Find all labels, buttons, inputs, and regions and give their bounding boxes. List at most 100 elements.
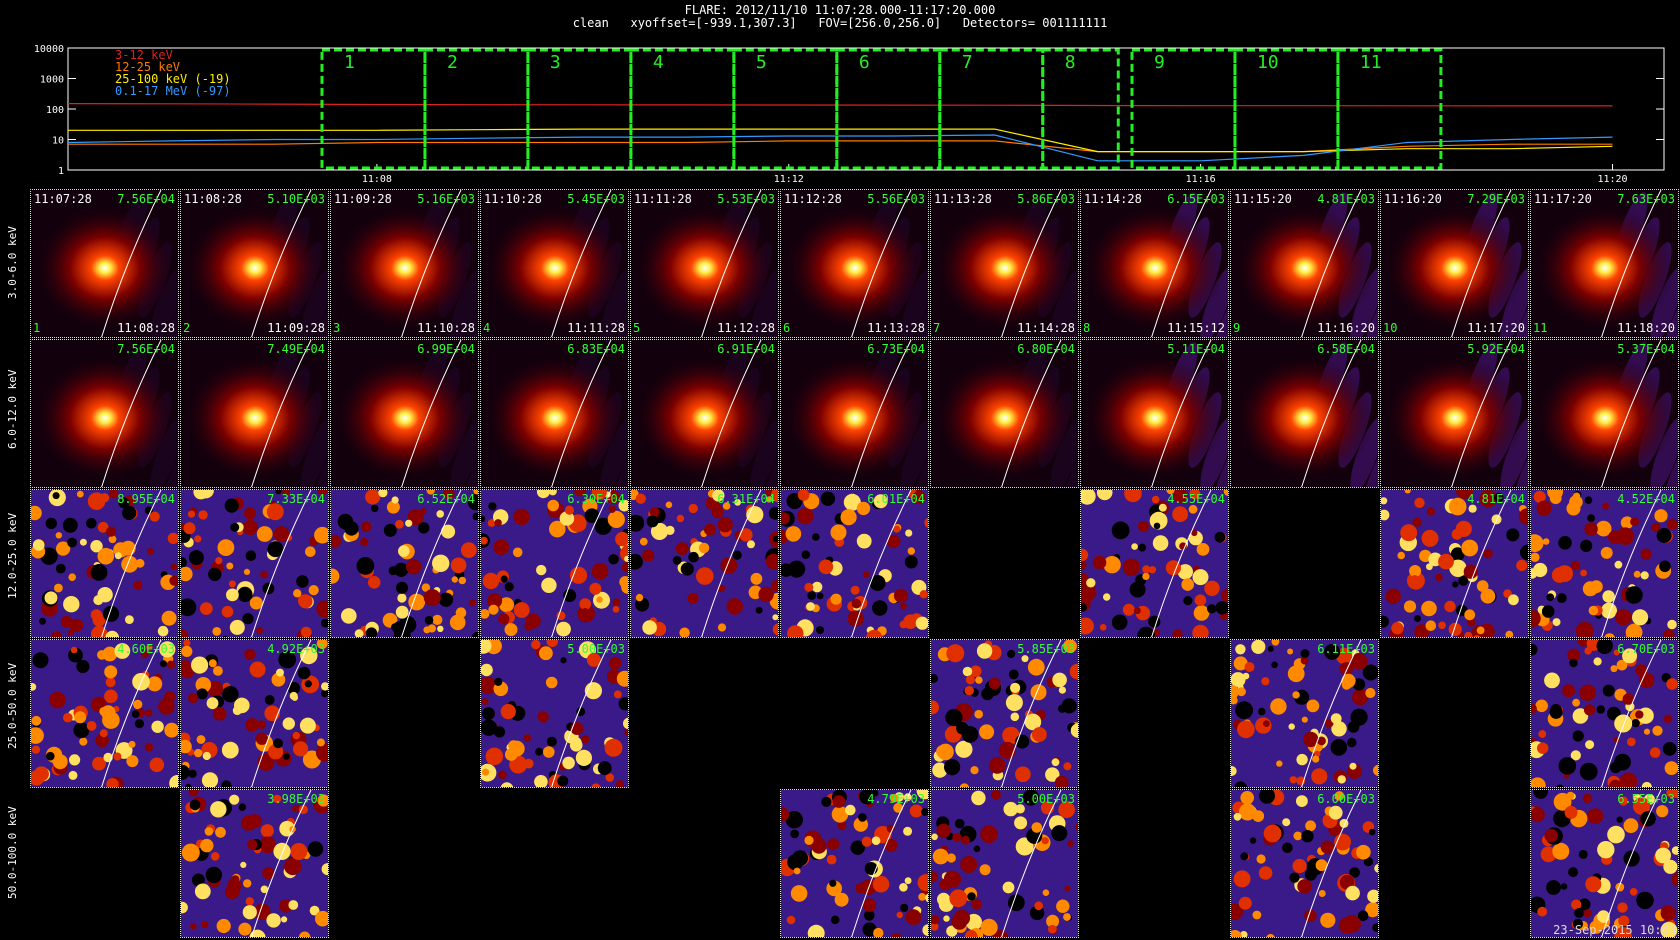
y-tick-label: 1000 xyxy=(40,75,64,86)
tile-peak-value: 6.99E+04 xyxy=(417,342,475,356)
tile-end-time: 11:12:28 xyxy=(717,321,775,335)
legend-entry: 0.1-17 MeV (-97) xyxy=(115,84,231,98)
tile-peak-value: 4.81E+04 xyxy=(1467,492,1525,506)
tile-end-time: 11:17:20 xyxy=(1467,321,1525,335)
tile-index: 11 xyxy=(1533,321,1548,335)
image-tile: 6.15E+03 11:14:28 11:15:12 8 xyxy=(1080,189,1229,338)
lightcurve-plot: 10000 1000 100 10 1 11:08 11:12 11:16 11:20 3-12 … xyxy=(34,44,1665,185)
tile-peak-value: 7.56E+04 xyxy=(117,342,175,356)
tile-start-time: 11:09:28 xyxy=(334,192,392,206)
image-tile: 6.58E+04 xyxy=(1230,339,1379,488)
tile-peak-value: 3.98E+03 xyxy=(267,792,325,806)
tile-peak-value: 5.86E+03 xyxy=(1017,192,1075,206)
image-map xyxy=(181,790,328,937)
image-map xyxy=(1231,190,1378,337)
image-tile: 5.45E+03 11:10:28 11:11:28 4 xyxy=(480,189,629,338)
image-map xyxy=(331,490,478,637)
image-map xyxy=(1531,190,1678,337)
tile-index: 1 xyxy=(33,321,41,335)
image-tile: 6.99E+04 xyxy=(330,339,479,488)
image-tile: 3.98E+03 xyxy=(180,789,329,938)
interval-label: 4 xyxy=(653,52,664,73)
image-tile: 6.83E+04 xyxy=(480,339,629,488)
image-map xyxy=(481,190,628,337)
tile-start-time: 11:10:28 xyxy=(484,192,542,206)
tile-peak-value: 4.60E+03 xyxy=(117,642,175,656)
image-map xyxy=(481,640,628,787)
interval-label: 2 xyxy=(447,52,458,73)
image-map xyxy=(781,490,928,637)
tile-peak-value: 6.11E+03 xyxy=(1317,642,1375,656)
x-tick-label: 11:08 xyxy=(362,174,392,185)
image-tile: 4.79E+03 xyxy=(780,789,929,938)
y-tick-label: 1 xyxy=(58,166,64,177)
image-tile: 4.60E+03 xyxy=(30,639,179,788)
tile-start-time: 11:12:28 xyxy=(784,192,842,206)
tile-end-time: 11:15:12 xyxy=(1167,321,1225,335)
image-map xyxy=(1531,640,1678,787)
tile-index: 5 xyxy=(633,321,641,335)
image-tile: 4.52E+04 xyxy=(1530,489,1679,638)
interval-label: 6 xyxy=(859,52,870,73)
tile-end-time: 11:10:28 xyxy=(417,321,475,335)
tile-peak-value: 7.63E+03 xyxy=(1617,192,1675,206)
tile-peak-value: 7.33E+04 xyxy=(267,492,325,506)
image-tile: 4.92E+03 xyxy=(180,639,329,788)
image-tile: 5.86E+03 11:13:28 11:14:28 7 xyxy=(930,189,1079,338)
tile-peak-value: 7.29E+03 xyxy=(1467,192,1525,206)
image-tile: 5.00E+03 xyxy=(480,639,629,788)
tile-index: 8 xyxy=(1083,321,1091,335)
tile-peak-value: 7.56E+04 xyxy=(117,192,175,206)
interval-label: 3 xyxy=(550,52,561,73)
tile-peak-value: 6.52E+04 xyxy=(417,492,475,506)
tile-peak-value: 6.58E+04 xyxy=(1317,342,1375,356)
image-map xyxy=(31,640,178,787)
image-tile: 6.70E+03 xyxy=(1530,639,1679,788)
image-map xyxy=(1531,340,1678,487)
tile-peak-value: 6.55E+03 xyxy=(1617,792,1675,806)
tile-start-time: 11:16:20 xyxy=(1384,192,1442,206)
tile-peak-value: 5.85E+03 xyxy=(1017,642,1075,656)
image-map xyxy=(181,190,328,337)
y-tick-label: 100 xyxy=(46,105,64,116)
image-tile: 5.85E+03 xyxy=(930,639,1079,788)
interval-label: 9 xyxy=(1154,52,1165,73)
tile-peak-value: 5.92E+04 xyxy=(1467,342,1525,356)
tile-peak-value: 5.11E+04 xyxy=(1167,342,1225,356)
interval-label: 1 xyxy=(344,52,355,73)
tile-peak-value: 6.91E+04 xyxy=(717,342,775,356)
x-tick-label: 11:16 xyxy=(1186,174,1216,185)
image-tile: 6.00E+03 xyxy=(1230,789,1379,938)
image-tile: 4.81E+04 xyxy=(1380,489,1529,638)
tile-end-time: 11:13:28 xyxy=(867,321,925,335)
image-tile: 7.63E+03 11:17:20 11:18:20 11 xyxy=(1530,189,1679,338)
image-map xyxy=(181,340,328,487)
tile-peak-value: 6.15E+03 xyxy=(1167,192,1225,206)
image-map xyxy=(631,340,778,487)
tile-peak-value: 6.01E+04 xyxy=(867,492,925,506)
tile-peak-value: 4.52E+04 xyxy=(1617,492,1675,506)
tile-start-time: 11:15:20 xyxy=(1234,192,1292,206)
legend-entry: 12-25 keV xyxy=(115,60,180,74)
tile-peak-value: 5.10E+03 xyxy=(267,192,325,206)
legend-entry: 25-100 keV (-19) xyxy=(115,72,231,86)
tile-peak-value: 6.30E+04 xyxy=(567,492,625,506)
image-map xyxy=(1231,640,1378,787)
row-label: 6.0-12.0 keV xyxy=(6,369,19,449)
tile-end-time: 11:14:28 xyxy=(1017,321,1075,335)
image-map xyxy=(31,190,178,337)
tile-start-time: 11:07:28 xyxy=(34,192,92,206)
image-tile: 7.49E+04 xyxy=(180,339,329,488)
image-tile: 6.91E+04 xyxy=(630,339,779,488)
tile-end-time: 11:09:28 xyxy=(267,321,325,335)
x-tick-label: 11:12 xyxy=(774,174,804,185)
interval-label: 5 xyxy=(756,52,767,73)
image-tile: 6.73E+04 xyxy=(780,339,929,488)
row-label: 25.0-50.0 keV xyxy=(6,662,19,749)
tile-peak-value: 4.81E+03 xyxy=(1317,192,1375,206)
image-tile: 5.37E+04 xyxy=(1530,339,1679,488)
image-map xyxy=(1081,190,1228,337)
tile-peak-value: 6.83E+04 xyxy=(567,342,625,356)
tile-peak-value: 5.00E+03 xyxy=(567,642,625,656)
image-map xyxy=(1081,340,1228,487)
